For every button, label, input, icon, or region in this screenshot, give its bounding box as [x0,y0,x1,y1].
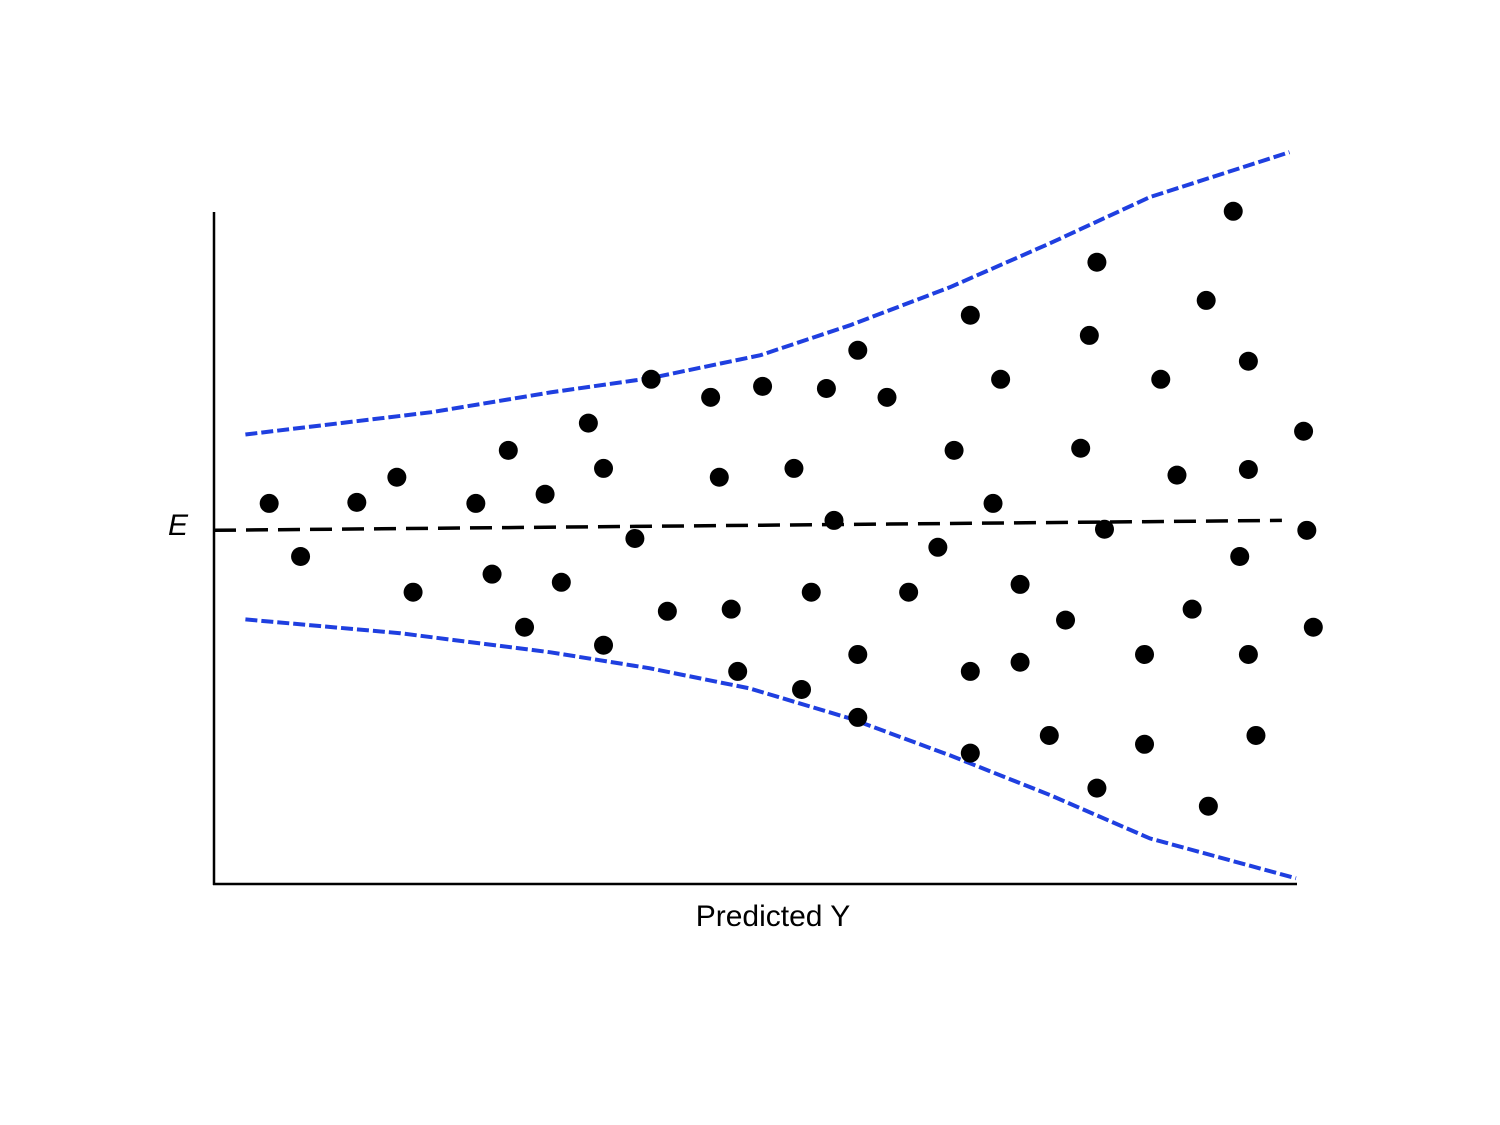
point [535,484,555,504]
point [899,582,919,602]
point [728,661,748,681]
point [848,644,868,664]
point [1196,290,1216,310]
point [1056,610,1076,630]
point [792,679,812,699]
point [983,493,1003,513]
point [709,467,729,487]
point [1223,201,1243,221]
point [1010,574,1030,594]
point [824,510,844,530]
point [753,376,773,396]
y-axis-label: E [168,509,189,542]
point [991,369,1011,389]
point [1297,520,1317,540]
point [848,340,868,360]
point [1238,351,1258,371]
point [657,601,677,621]
point [1198,796,1218,816]
point [1039,725,1059,745]
point [625,528,645,548]
point [1094,519,1114,539]
point [1151,369,1171,389]
point [1087,252,1107,272]
point [1182,599,1202,619]
point [1135,734,1155,754]
point [594,635,614,655]
point [387,467,407,487]
point [1303,617,1323,637]
point [498,440,518,460]
point [848,707,868,727]
point [403,582,423,602]
point [1071,438,1091,458]
point [960,305,980,325]
point [960,661,980,681]
point [482,564,502,584]
point [551,572,571,592]
point [801,582,821,602]
point [944,440,964,460]
reference-line [213,518,1282,533]
point [1230,546,1250,566]
point [347,492,367,512]
point [816,378,836,398]
point [877,387,897,407]
point [701,387,721,407]
point [466,493,486,513]
point [1079,325,1099,345]
point [928,537,948,557]
point [1010,652,1030,672]
point [1246,725,1266,745]
point [1238,459,1258,479]
band-line [245,150,1291,437]
point [259,493,279,513]
point [641,369,661,389]
band-line [245,617,1297,881]
point [1294,421,1314,441]
point [578,413,598,433]
point [721,599,741,619]
point [594,458,614,478]
point [515,617,535,637]
point [960,743,980,763]
x-axis-label: Predicted Y [696,900,851,933]
point [784,458,804,478]
point [1167,465,1187,485]
point [291,546,311,566]
point [1135,644,1155,664]
point [1238,644,1258,664]
point [1087,778,1107,798]
